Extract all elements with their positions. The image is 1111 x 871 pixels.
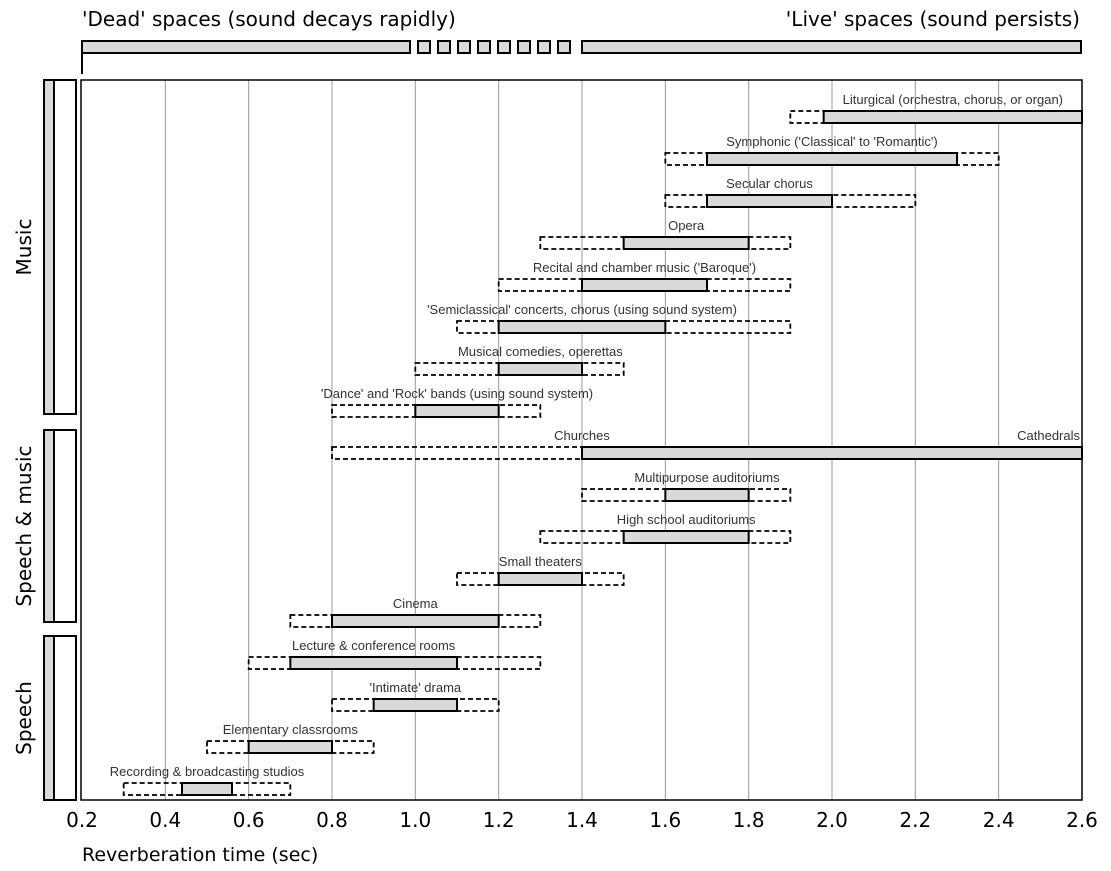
outer-range-bar [664,152,1000,166]
range-label: 'Dance' and 'Rock' bands (using sound sy… [321,386,593,401]
inner-range-bar [497,320,667,334]
inner-range-bar [664,488,750,502]
range-label: Secular chorus [726,176,813,191]
vertical-gridlines [164,80,1000,800]
x-tick-label: 1.6 [649,808,681,832]
range-label: Symphonic ('Classical' to 'Romantic') [726,134,938,149]
range-label: Musical comedies, operettas [458,344,623,359]
inner-range-bar [497,362,583,376]
range-row: Recording & broadcasting studios [110,764,305,796]
range-row: Elementary classrooms [206,722,375,754]
range-bars: Liturgical (orchestra, chorus, or organ)… [110,92,1084,796]
inner-range-bar [372,698,458,712]
range-label: Opera [668,218,705,233]
range-label: High school auditoriums [617,512,756,527]
inner-range-bar [181,782,233,796]
x-tick-label: 0.6 [233,808,265,832]
inner-range-bar [581,446,1083,460]
x-tick-label: 1.4 [566,808,598,832]
range-label: Churches [554,428,610,443]
range-row: Lecture & conference rooms [247,638,542,670]
group-bracket-speech-music [43,429,77,623]
range-label: Recording & broadcasting studios [110,764,305,779]
x-tick-label: 1.8 [733,808,765,832]
x-tick-label: 2.2 [899,808,931,832]
range-row: Liturgical (orchestra, chorus, or organ) [789,92,1084,124]
dead-spaces-label: 'Dead' spaces (sound decays rapidly) [82,7,456,31]
x-tick-labels: 0.2 0.4 0.6 0.8 1.0 1.2 1.4 1.6 1.8 2.0 2.2 2.4 2.6 [66,808,1098,832]
inner-range-bar [622,236,750,250]
range-row: Symphonic ('Classical' to 'Romantic') [664,134,1000,166]
dead-live-scale-bar [81,40,1082,74]
group-bracket-music [43,79,77,415]
inner-range-bar [706,152,958,166]
range-row: 'Semiclassical' concerts, chorus (using … [427,302,792,334]
inner-range-bar [247,740,334,754]
x-tick-label: 1.0 [399,808,431,832]
range-label: Recital and chamber music ('Baroque') [533,260,756,275]
x-tick-label: 0.2 [66,808,98,832]
range-label-end: Cathedrals [1017,428,1080,443]
range-row: High school auditoriums [539,512,792,544]
range-row: Small theaters [456,554,625,586]
range-label: Elementary classrooms [223,722,359,737]
inner-range-bar [289,656,459,670]
x-axis-title: Reverberation time (sec) [82,844,318,866]
x-tick-label: 2.4 [983,808,1015,832]
range-row: Recital and chamber music ('Baroque') [497,260,792,292]
x-tick-label: 0.4 [149,808,181,832]
group-label-speech: Speech [12,681,36,755]
range-label: Cinema [393,596,439,611]
range-row: Churches Cathedrals [331,428,1083,460]
range-label: Lecture & conference rooms [292,638,456,653]
range-label: Liturgical (orchestra, chorus, or organ) [843,92,1063,107]
range-label: Small theaters [499,554,583,569]
range-label: 'Semiclassical' concerts, chorus (using … [427,302,737,317]
inner-range-bar [622,530,750,544]
range-row: Musical comedies, operettas [414,344,625,376]
range-row: Opera [539,218,792,250]
range-row: Cinema [289,596,542,628]
x-tick-label: 2.0 [816,808,848,832]
inner-range-bar [706,194,833,208]
range-row: 'Dance' and 'Rock' bands (using sound sy… [321,386,593,418]
live-spaces-label: 'Live' spaces (sound persists) [786,7,1080,31]
inner-range-bar [497,572,583,586]
inner-range-bar [822,110,1084,124]
range-label: Multipurpose auditoriums [634,470,780,485]
x-tick-label: 2.6 [1066,808,1098,832]
group-label-music: Music [12,219,36,276]
range-row: 'Intimate' drama [331,680,500,712]
inner-range-bar [414,404,500,418]
range-label: 'Intimate' drama [369,680,461,695]
inner-range-bar [581,278,708,292]
x-tick-label: 0.8 [316,808,348,832]
plot-frame [80,79,1083,801]
range-row: Multipurpose auditoriums [581,470,792,502]
x-tick-label: 1.2 [483,808,515,832]
group-label-speech-music: Speech & music [12,445,36,606]
range-row: Secular chorus [664,176,917,208]
group-bracket-speech [43,635,77,801]
inner-range-bar [331,614,500,628]
